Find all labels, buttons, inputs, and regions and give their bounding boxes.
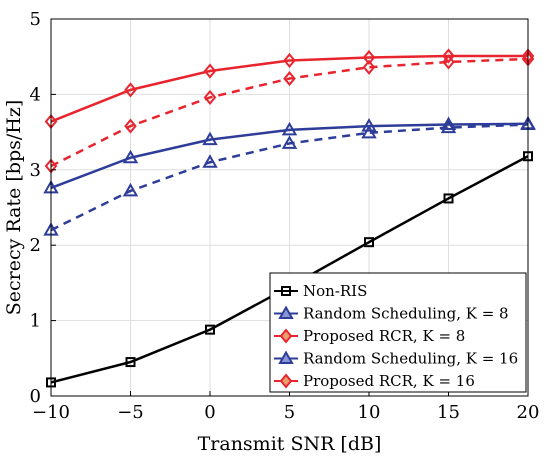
data-point [202,154,218,168]
legend-marker [281,286,291,296]
series-line [50,122,529,190]
y-tick-label: 2 [30,235,41,256]
data-point [440,116,457,131]
series-3 [43,115,536,194]
legend-marker [278,305,294,319]
data-point [281,135,298,149]
data-point [124,118,137,134]
data-point [440,119,457,134]
x-tick-label: 5 [284,402,295,423]
data-point [205,324,215,335]
legend-marker [279,373,293,389]
y-tick-label: 3 [30,160,41,181]
y-tick-label: 0 [30,386,41,407]
legend-label: Non-RIS [303,282,367,300]
legend-label: Random Scheduling, K = 8 [303,305,509,323]
data-point [122,182,139,197]
data-point [281,121,298,136]
data-point [125,357,136,368]
data-point [442,48,455,64]
ticks: −10 −5 0 5 10 15 20 0 1 2 3 4 5 [30,9,540,423]
data-point [283,71,296,87]
x-axis-label: Transmit SNR [dB] [198,433,382,455]
y-axis-label: Secrecy Rate [bps/Hz] [3,100,25,316]
x-tick-label: 0 [204,402,215,423]
y-tick-label: 1 [30,311,41,332]
data-point [362,59,376,75]
x-tick-label: −10 [32,402,70,423]
data-point [364,237,374,248]
data-point [203,63,217,79]
x-tick-label: 15 [437,402,460,423]
legend-entry: Random Scheduling, K = 16 [274,350,518,368]
data-point [361,124,377,139]
data-point [443,193,454,204]
legend-label: Random Scheduling, K = 16 [303,350,518,368]
series-line [50,54,528,123]
x-tick-label: −5 [117,402,144,423]
data-point [202,131,218,146]
y-tick-label: 4 [30,84,41,105]
data-point [442,54,455,70]
legend-label: Proposed RCR, K = 8 [303,327,465,345]
legend-box [269,272,527,393]
y-tick-label: 5 [30,9,41,30]
legend-entry: Proposed RCR, K = 8 [274,327,465,345]
legend-marker [278,350,294,364]
data-point [122,149,139,164]
data-point [203,89,217,105]
series-4 [44,48,535,130]
x-tick-label: 20 [517,402,540,423]
legend-entry: Proposed RCR, K = 16 [274,372,475,390]
x-tick-label: 10 [358,402,381,423]
legend-entry: Non-RIS [274,282,367,300]
data-point [361,118,377,132]
data-point [283,52,296,69]
legend-marker [279,328,293,344]
series-line [50,123,529,232]
legend-entry: Random Scheduling, K = 8 [274,305,509,323]
legend-label: Proposed RCR, K = 16 [303,372,475,390]
legend: Non-RIS Random Scheduling, K = 8 Proposed … [269,272,527,393]
series-line [50,57,529,168]
data-point [124,82,137,98]
data-point [362,49,376,66]
